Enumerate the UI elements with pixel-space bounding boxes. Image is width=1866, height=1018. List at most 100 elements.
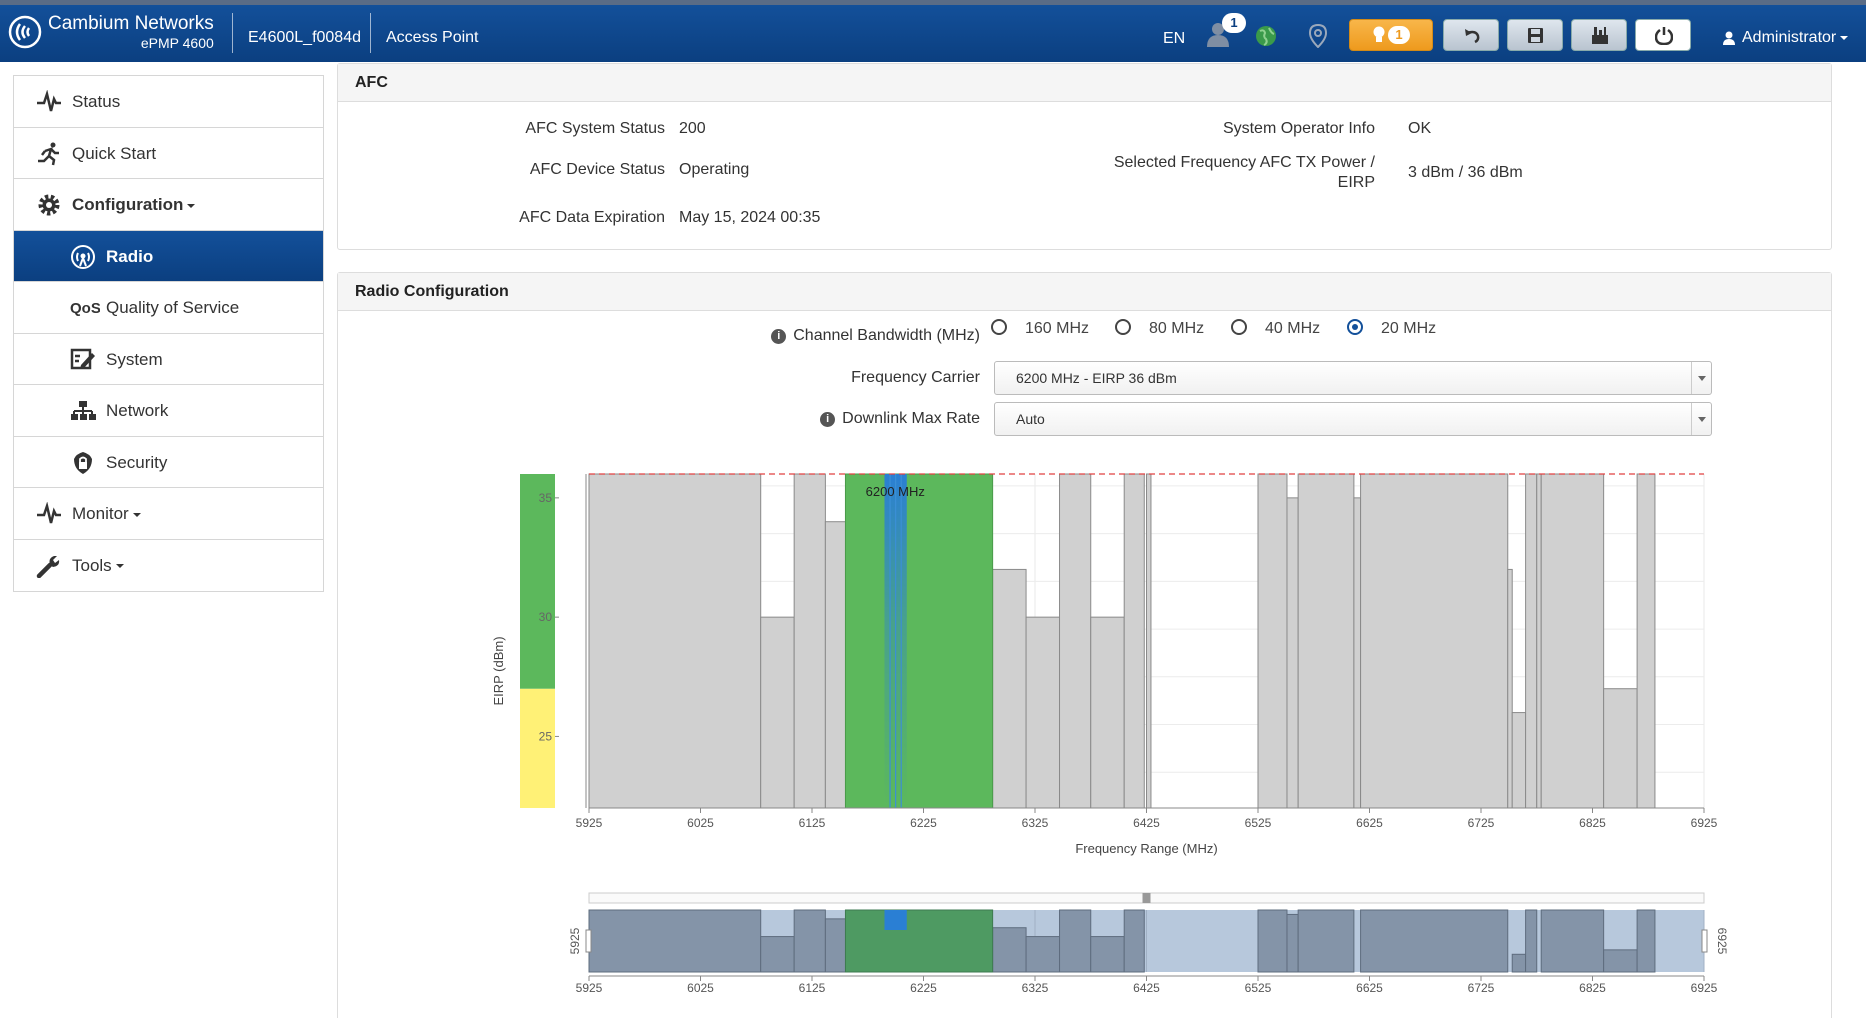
- navigator-x-tick-label: 6225: [910, 981, 937, 995]
- afc-system-status-value: 200: [679, 120, 706, 137]
- user-name: Administrator: [1742, 29, 1837, 46]
- available-band: [844, 473, 994, 809]
- restricted-block: [1286, 497, 1299, 809]
- chevron-down-icon[interactable]: [1691, 362, 1711, 394]
- radio-button-icon[interactable]: [1115, 319, 1131, 335]
- restricted-block: [1146, 473, 1152, 809]
- save-button[interactable]: [1507, 19, 1563, 51]
- range-handle-left[interactable]: [585, 929, 592, 953]
- afc-expiration-value: May 15, 2024 00:35: [679, 209, 821, 226]
- chart-axes: 5925 6025 6125 6225 6325 6425 6525 6625 6725 6825…: [576, 474, 1718, 856]
- afc-device-status-label: AFC Device Status: [529, 161, 665, 178]
- sidebar-item-status[interactable]: Status: [14, 76, 323, 128]
- navigator-x-tick-label: 6525: [1245, 981, 1272, 995]
- info-icon[interactable]: i: [820, 412, 836, 427]
- chevron-down-icon: [132, 512, 141, 517]
- info-icon[interactable]: i: [771, 329, 787, 344]
- bandwidth-option-160[interactable]: 160 MHz: [991, 319, 1089, 338]
- undo-icon: [1465, 29, 1480, 44]
- bandwidth-option-20[interactable]: 20 MHz: [1347, 319, 1436, 338]
- radio-button-icon[interactable]: [1231, 319, 1247, 335]
- navigator-block: [1360, 909, 1509, 973]
- gear-icon: [38, 194, 60, 216]
- frequency-carrier-value: 6200 MHz - EIRP 36 dBm: [1016, 370, 1177, 386]
- navigator-block: [1525, 909, 1538, 973]
- top-bar: Cambium Networks ePMP 4600 E4600L_f0084d…: [0, 0, 1866, 62]
- runner-icon: [38, 142, 59, 165]
- svg-text:QoS: QoS: [70, 300, 100, 317]
- restricted-block: [1059, 473, 1092, 809]
- x-tick-label: 6825: [1579, 816, 1606, 830]
- chevron-down-icon[interactable]: [1691, 403, 1711, 435]
- radio-button-selected-icon[interactable]: [1347, 319, 1363, 335]
- afc-panel: AFC AFC System Status 200 AFC Device Sta…: [337, 63, 1832, 250]
- sidebar-item-monitor[interactable]: Monitor: [14, 488, 323, 540]
- navigator-x-tick-label: 6825: [1579, 981, 1606, 995]
- navigator-block: [1511, 953, 1527, 973]
- downlink-max-rate-value: Auto: [1016, 411, 1045, 427]
- sidebar-item-network[interactable]: Network: [14, 385, 323, 437]
- x-tick-label: 6225: [910, 816, 937, 830]
- qos-icon: QoS: [70, 300, 100, 317]
- sidebar-item-configuration[interactable]: Configuration: [14, 179, 323, 231]
- brand-name: Cambium Networks: [48, 13, 214, 34]
- navigator-block: [793, 909, 826, 973]
- header-divider: [232, 13, 233, 53]
- x-axis-label: Frequency Range (MHz): [1075, 841, 1217, 856]
- navigator-x-tick-label: 6125: [799, 981, 826, 995]
- restricted-block: [992, 568, 1027, 809]
- user-menu[interactable]: Administrator: [1742, 29, 1849, 47]
- selected-frequency-label: 6200 MHz: [866, 484, 925, 499]
- alerts-button[interactable]: 1: [1349, 19, 1433, 51]
- bandwidth-option-80[interactable]: 80 MHz: [1115, 319, 1204, 338]
- x-tick-label: 6425: [1133, 816, 1160, 830]
- network-icon: [71, 401, 96, 420]
- restricted-block: [1353, 497, 1362, 809]
- system-operator-value: OK: [1408, 120, 1432, 137]
- sidebar-item-tools[interactable]: Tools: [14, 540, 323, 592]
- sidebar-item-radio[interactable]: Radio: [14, 230, 323, 282]
- bandwidth-option-40[interactable]: 40 MHz: [1231, 319, 1320, 338]
- restricted-block: [1603, 688, 1638, 809]
- navigator-block: [1059, 909, 1092, 973]
- navigator-block: [588, 909, 762, 973]
- restricted-block: [1297, 473, 1355, 809]
- navigator-x-tick-label: 6425: [1133, 981, 1160, 995]
- range-handle-right[interactable]: [1701, 929, 1708, 953]
- afc-system-status-label: AFC System Status: [525, 120, 665, 137]
- reboot-devices-button[interactable]: [1571, 19, 1627, 51]
- sidebar-item-security[interactable]: Security: [14, 437, 323, 488]
- restricted-block: [1090, 616, 1125, 809]
- user-icon: [1723, 31, 1735, 45]
- scrollbar-grip-icon[interactable]: [1142, 893, 1151, 903]
- user-notifications-icon[interactable]: [1206, 21, 1230, 47]
- chevron-down-icon: [1840, 35, 1849, 40]
- selected-frequency-group[interactable]: 6200 MHz: [844, 473, 994, 809]
- y-tick-label: 25: [539, 729, 553, 743]
- frequency-carrier-select[interactable]: 6200 MHz - EIRP 36 dBm: [994, 361, 1712, 395]
- sidebar-item-label: Status: [72, 92, 121, 111]
- pulse-icon: [37, 502, 61, 524]
- range-navigator[interactable]: 5925 6925 5925 6025 6125 6225 6325 6425 6525 6625…: [568, 892, 1729, 995]
- restricted-block: [793, 473, 826, 809]
- radio-antenna-icon: [71, 244, 95, 269]
- navigator-x-tick-label: 6025: [687, 981, 714, 995]
- alerts-count: 1: [1388, 26, 1410, 44]
- location-pin-icon[interactable]: [1309, 24, 1327, 48]
- downlink-max-rate-select[interactable]: Auto: [994, 402, 1712, 436]
- wrench-icon: [36, 555, 60, 578]
- sidebar-item-quality-of-service[interactable]: QoS Quality of Service: [14, 282, 323, 334]
- downlink-max-rate-label: i Downlink Max Rate: [678, 410, 980, 428]
- undo-button[interactable]: [1443, 19, 1499, 51]
- globe-icon[interactable]: [1255, 25, 1277, 47]
- power-button[interactable]: [1635, 19, 1691, 51]
- range-max-label: 6925: [1715, 928, 1729, 955]
- radio-button-icon[interactable]: [991, 319, 1007, 335]
- x-tick-label: 6925: [1691, 816, 1718, 830]
- sidebar-item-label: Network: [106, 401, 169, 420]
- language-selector[interactable]: EN: [1163, 30, 1186, 47]
- x-tick-label: 5925: [576, 816, 603, 830]
- sidebar-item-system[interactable]: System: [14, 334, 323, 385]
- sidebar-item-quick-start[interactable]: Quick Start: [14, 128, 323, 179]
